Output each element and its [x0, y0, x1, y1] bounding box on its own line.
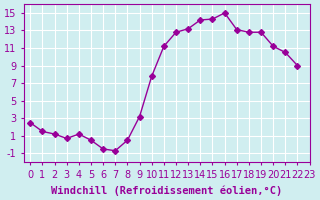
X-axis label: Windchill (Refroidissement éolien,°C): Windchill (Refroidissement éolien,°C) — [51, 185, 283, 196]
